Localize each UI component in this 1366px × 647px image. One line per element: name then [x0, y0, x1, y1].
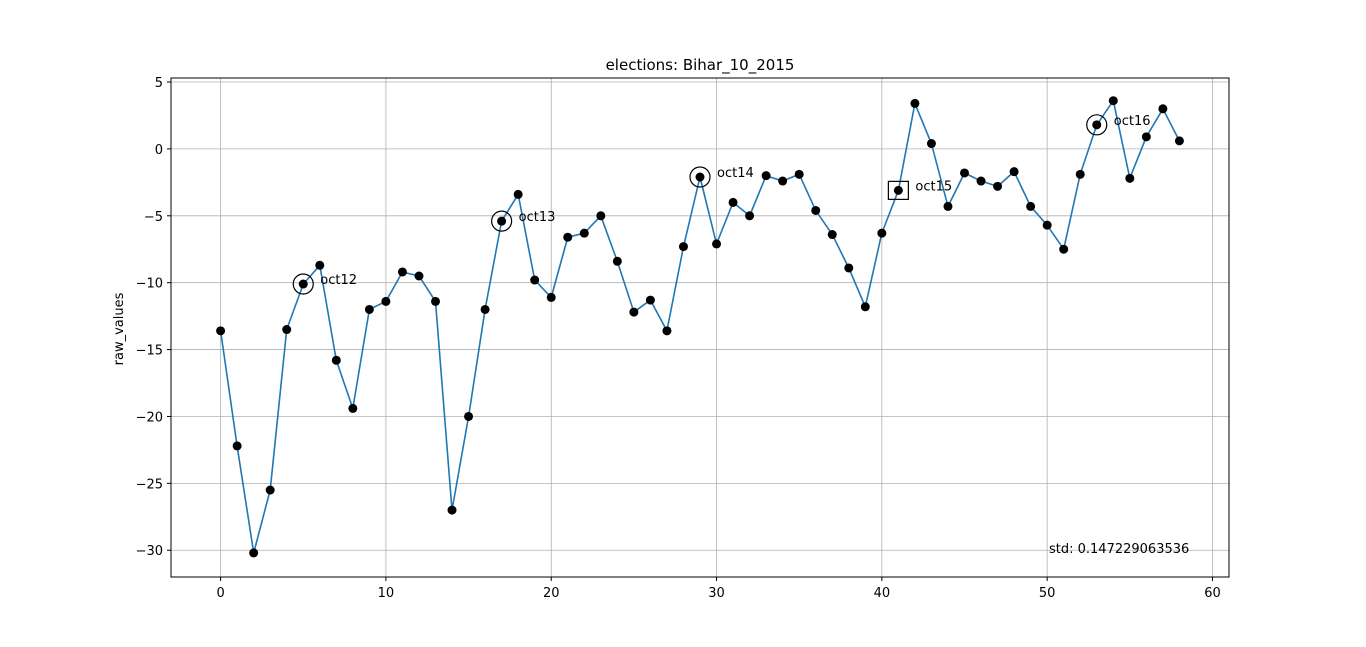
data-point: [695, 172, 705, 182]
annotation-label: oct13: [519, 210, 556, 225]
data-point: [662, 326, 672, 336]
x-tick-label: 30: [708, 586, 725, 601]
data-point: [1141, 132, 1151, 142]
y-tick-label: −20: [136, 410, 163, 425]
data-point: [381, 296, 391, 306]
data-point: [877, 228, 887, 238]
data-point: [1009, 167, 1019, 177]
data-point: [910, 98, 920, 108]
data-point: [976, 176, 986, 186]
data-point: [563, 232, 573, 242]
data-point: [960, 168, 969, 178]
y-axis-label: raw_values: [112, 292, 127, 365]
data-point: [364, 304, 374, 314]
annotation-circle-marker: [689, 166, 711, 188]
y-tick-label: 0: [155, 143, 163, 158]
data-point: [480, 304, 490, 314]
data-point: [298, 279, 308, 289]
y-tick-label: −25: [136, 477, 163, 492]
data-point: [993, 181, 1003, 191]
chart-title: elections: Bihar_10_2015: [606, 56, 795, 75]
data-point: [1174, 136, 1184, 146]
data-point: [728, 197, 738, 207]
y-tick-label: −10: [136, 277, 163, 292]
data-point: [678, 242, 688, 252]
annotation-label: oct14: [717, 166, 754, 181]
data-point: [513, 189, 523, 199]
data-point: [860, 302, 870, 312]
data-point: [1092, 120, 1102, 130]
annotation-circle-marker: [292, 273, 314, 295]
x-tick-label: 10: [378, 586, 395, 601]
data-point: [811, 205, 821, 215]
data-point: [348, 403, 358, 413]
x-tick-label: 40: [874, 586, 891, 601]
annotation-circle-marker: [1086, 114, 1108, 136]
x-tick-label: 20: [543, 586, 560, 601]
data-point: [1158, 104, 1168, 114]
data-point: [546, 292, 556, 302]
data-point: [579, 228, 589, 238]
data-point: [745, 211, 755, 221]
y-tick-label: 5: [155, 76, 163, 91]
data-point: [926, 139, 936, 149]
y-tick-label: −5: [144, 210, 163, 225]
data-point: [232, 441, 242, 451]
data-point: [414, 271, 424, 281]
data-point: [629, 307, 639, 317]
data-point: [497, 216, 507, 226]
data-point: [265, 485, 275, 495]
data-point: [1125, 173, 1135, 183]
data-point: [827, 230, 837, 240]
series-line: [219, 98, 1181, 554]
data-points: [216, 96, 1184, 558]
data-point: [893, 185, 903, 195]
data-point: [315, 260, 325, 270]
x-tick-label: 0: [216, 586, 224, 601]
data-point: [645, 295, 655, 305]
data-point: [712, 239, 722, 249]
data-point: [216, 326, 226, 336]
annotation-label: oct16: [1114, 114, 1151, 129]
annotation-label: oct12: [320, 273, 357, 288]
data-point: [1108, 96, 1118, 106]
annotation-square-marker: [887, 180, 909, 200]
data-point: [397, 267, 407, 277]
data-point: [844, 263, 854, 273]
data-point: [464, 411, 474, 421]
data-point: [431, 296, 440, 306]
plot-frame: [170, 77, 1230, 578]
data-point: [612, 256, 622, 266]
data-point: [331, 355, 341, 365]
data-point: [1059, 244, 1069, 254]
data-point: [1075, 169, 1085, 179]
data-point: [447, 505, 457, 515]
data-point: [530, 275, 540, 285]
grid-lines: [171, 78, 1229, 577]
data-point: [794, 169, 804, 179]
std-annotation: std: 0.147229063536: [1049, 542, 1189, 557]
data-point: [249, 548, 259, 558]
series-polyline: [219, 98, 1181, 554]
annotation-circle-marker: [491, 210, 513, 232]
data-point: [1042, 220, 1052, 230]
annotations: oct12 oct13 oct14 oct15 oct16: [292, 114, 1151, 295]
data-point: [1026, 201, 1036, 211]
data-point: [943, 201, 953, 211]
data-point: [596, 211, 606, 221]
data-point: [761, 171, 771, 181]
data-point: [778, 176, 788, 186]
x-tick-label: 50: [1039, 586, 1056, 601]
annotation-label: oct15: [915, 179, 952, 194]
x-tick-label: 60: [1204, 586, 1221, 601]
y-tick-label: −15: [136, 344, 163, 359]
y-tick-label: −30: [136, 544, 163, 559]
data-point: [282, 325, 292, 335]
